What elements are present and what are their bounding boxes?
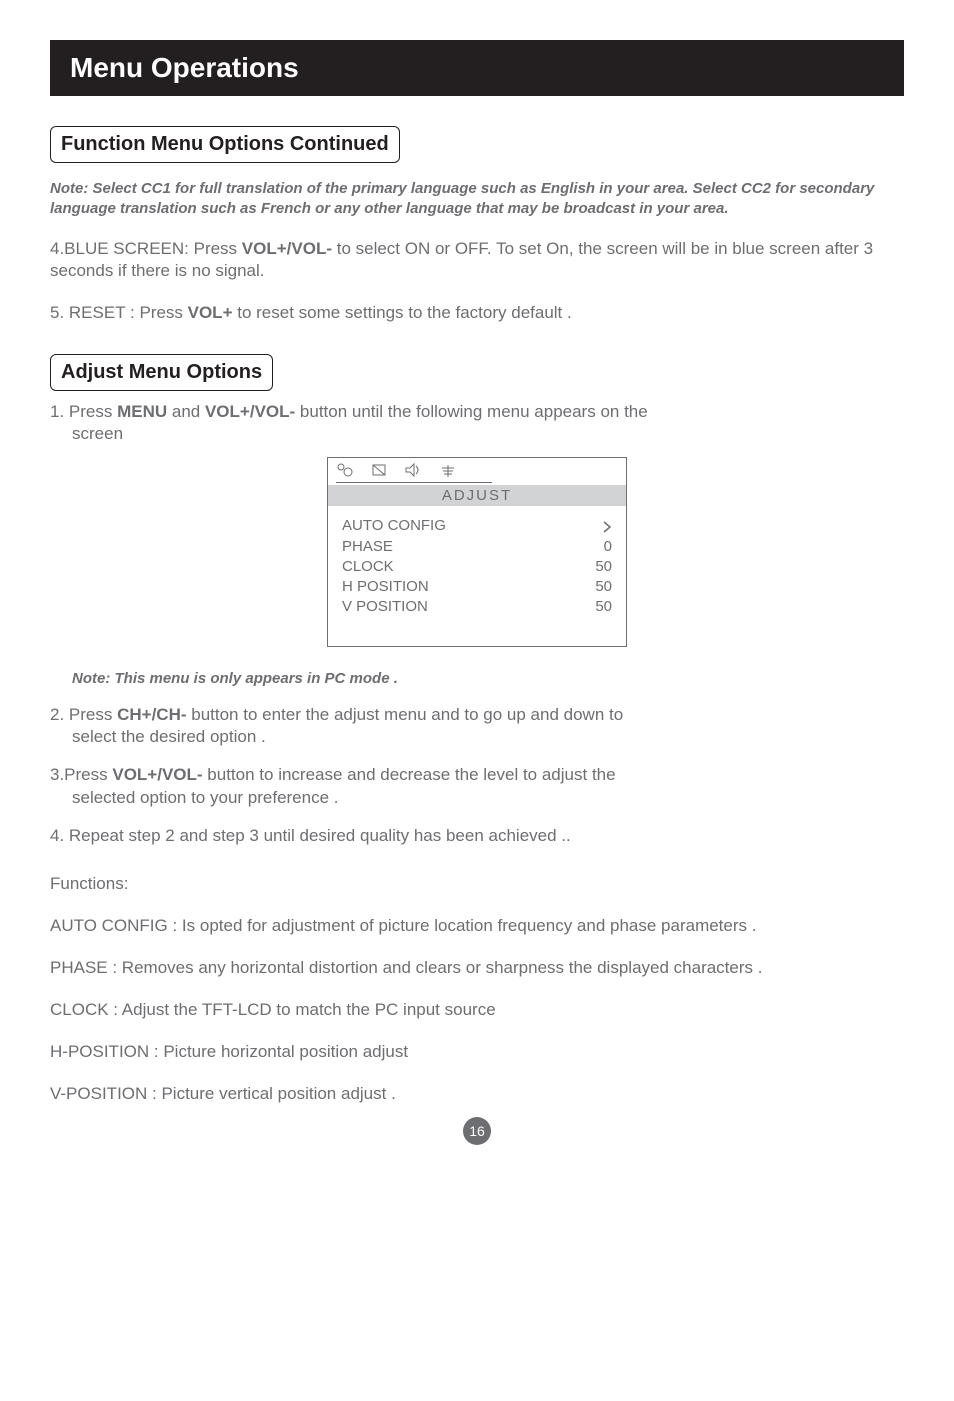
note-pc-mode: Note: This menu is only appears in PC mo… xyxy=(72,669,904,689)
s3-pre: 3.Press xyxy=(50,765,112,784)
note-cc-translation: Note: Select CC1 for full translation of… xyxy=(50,179,904,218)
step1-pre: 1. Press xyxy=(50,402,117,421)
s2-post: button to enter the adjust menu and to g… xyxy=(187,705,624,724)
menu-icon-bar xyxy=(328,458,626,485)
menu-value-hposition: 50 xyxy=(595,577,612,597)
menu-value-phase: 0 xyxy=(604,537,612,557)
menu-label-vposition: V POSITION xyxy=(342,597,428,617)
step1-b1: MENU xyxy=(117,402,167,421)
para5-pre: 5. RESET : Press xyxy=(50,303,188,322)
page-number-badge: 16 xyxy=(463,1117,491,1145)
para4-bold: VOL+/VOL- xyxy=(242,239,332,258)
menu-label-autoconfig: AUTO CONFIG xyxy=(342,516,446,536)
menu-header-text: ADJUST xyxy=(442,487,512,504)
step1-post: button until the following menu appears … xyxy=(295,402,648,421)
s3-b: VOL+/VOL- xyxy=(112,765,202,784)
s2-b: CH+/CH- xyxy=(117,705,186,724)
menu-items: AUTO CONFIG PHASE 0 CLOCK 50 H POSITION … xyxy=(328,506,626,645)
function-hposition: H-POSITION : Picture horizontal position… xyxy=(50,1041,904,1063)
para5-post: to reset some settings to the factory de… xyxy=(233,303,572,322)
page-title-banner: Menu Operations xyxy=(50,40,904,96)
section-heading-adjust: Adjust Menu Options xyxy=(50,354,273,391)
antenna-icon xyxy=(438,462,458,478)
function-phase: PHASE : Removes any horizontal distortio… xyxy=(50,957,904,979)
menu-value-clock: 50 xyxy=(595,557,612,577)
menu-label-hposition: H POSITION xyxy=(342,577,429,597)
step1-mid: and xyxy=(167,402,205,421)
page-title-text: Menu Operations xyxy=(70,52,299,83)
menu-row-phase: PHASE 0 xyxy=(342,537,612,557)
menu-label-phase: PHASE xyxy=(342,537,393,557)
menu-header: ADJUST xyxy=(328,485,626,506)
menu-row-vposition: V POSITION 50 xyxy=(342,597,612,617)
s2-line2: select the desired option . xyxy=(50,727,266,746)
function-vposition: V-POSITION : Picture vertical position a… xyxy=(50,1083,904,1105)
menu-value-vposition: 50 xyxy=(595,597,612,617)
menu-row-autoconfig: AUTO CONFIG xyxy=(342,516,612,536)
section-heading-function: Function Menu Options Continued xyxy=(50,126,400,163)
s3-post: button to increase and decrease the leve… xyxy=(203,765,616,784)
section-heading-function-text: Function Menu Options Continued xyxy=(61,133,389,155)
picture-icon xyxy=(336,462,356,478)
para4-pre: 4.BLUE SCREEN: Press xyxy=(50,239,242,258)
menu-row-clock: CLOCK 50 xyxy=(342,557,612,577)
step1-line2: screen xyxy=(50,424,123,443)
functions-heading: Functions: xyxy=(50,873,904,895)
function-clock: CLOCK : Adjust the TFT-LCD to match the … xyxy=(50,999,904,1021)
function-autoconfig: AUTO CONFIG : Is opted for adjustment of… xyxy=(50,915,904,937)
s2-pre: 2. Press xyxy=(50,705,117,724)
step-3: 3.Press VOL+/VOL- button to increase and… xyxy=(50,764,904,808)
step1-b2: VOL+/VOL- xyxy=(205,402,295,421)
step-1: 1. Press MENU and VOL+/VOL- button until… xyxy=(50,401,904,445)
iconbar-underline xyxy=(336,482,492,483)
settings-icon xyxy=(370,462,390,478)
adjust-menu-panel: ADJUST AUTO CONFIG PHASE 0 CLOCK 50 H PO… xyxy=(327,457,627,646)
section-heading-adjust-text: Adjust Menu Options xyxy=(61,361,262,383)
chevron-right-icon xyxy=(602,520,612,534)
step-4: 4. Repeat step 2 and step 3 until desire… xyxy=(50,825,904,847)
sound-icon xyxy=(404,462,424,478)
menu-label-clock: CLOCK xyxy=(342,557,394,577)
paragraph-blue-screen: 4.BLUE SCREEN: Press VOL+/VOL- to select… xyxy=(50,238,904,282)
paragraph-reset: 5. RESET : Press VOL+ to reset some sett… xyxy=(50,302,904,324)
step-2: 2. Press CH+/CH- button to enter the adj… xyxy=(50,704,904,748)
para5-bold: VOL+ xyxy=(188,303,233,322)
s3-line2: selected option to your preference . xyxy=(50,788,339,807)
page-number: 16 xyxy=(469,1123,485,1139)
menu-row-hposition: H POSITION 50 xyxy=(342,577,612,597)
